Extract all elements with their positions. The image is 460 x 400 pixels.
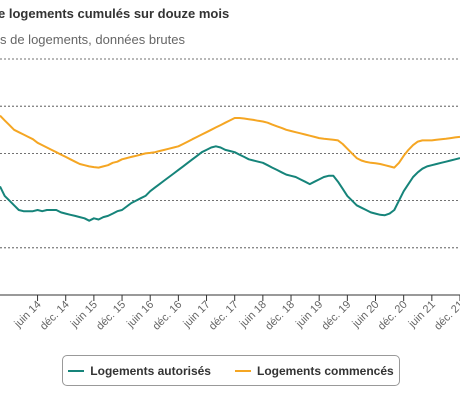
x-tick-label: déc. 15	[94, 299, 128, 333]
legend-item-autorises[interactable]: Logements autorisés	[68, 364, 211, 378]
x-tick-label: déc. 14	[38, 299, 72, 333]
legend-label-commences: Logements commencés	[256, 363, 394, 378]
x-tick-label: déc. 17	[207, 299, 241, 333]
x-tick-label: déc. 18	[263, 299, 297, 333]
gridlines	[0, 58, 460, 296]
legend-swatch-commences	[234, 369, 251, 372]
series-layer	[0, 114, 460, 222]
chart-title: e logements cumulés sur douze mois	[0, 6, 230, 21]
x-tick-label: déc. 21	[432, 299, 460, 333]
legend-label-autorises: Logements autorisés	[90, 363, 211, 378]
legend-item-commences[interactable]: Logements commencés	[234, 363, 394, 378]
x-tick-label: déc. 19	[319, 299, 353, 333]
legend: Logements autorisés Logements commencés	[62, 355, 400, 386]
legend-swatch-autorises	[68, 369, 85, 372]
series-line-autorises[interactable]	[0, 145, 460, 222]
chart-subtitle: s de logements, données brutes	[0, 32, 186, 47]
x-tick-label: déc. 16	[150, 299, 184, 333]
series-line-commences[interactable]	[0, 114, 460, 169]
x-tick-label: déc. 20	[376, 299, 410, 333]
